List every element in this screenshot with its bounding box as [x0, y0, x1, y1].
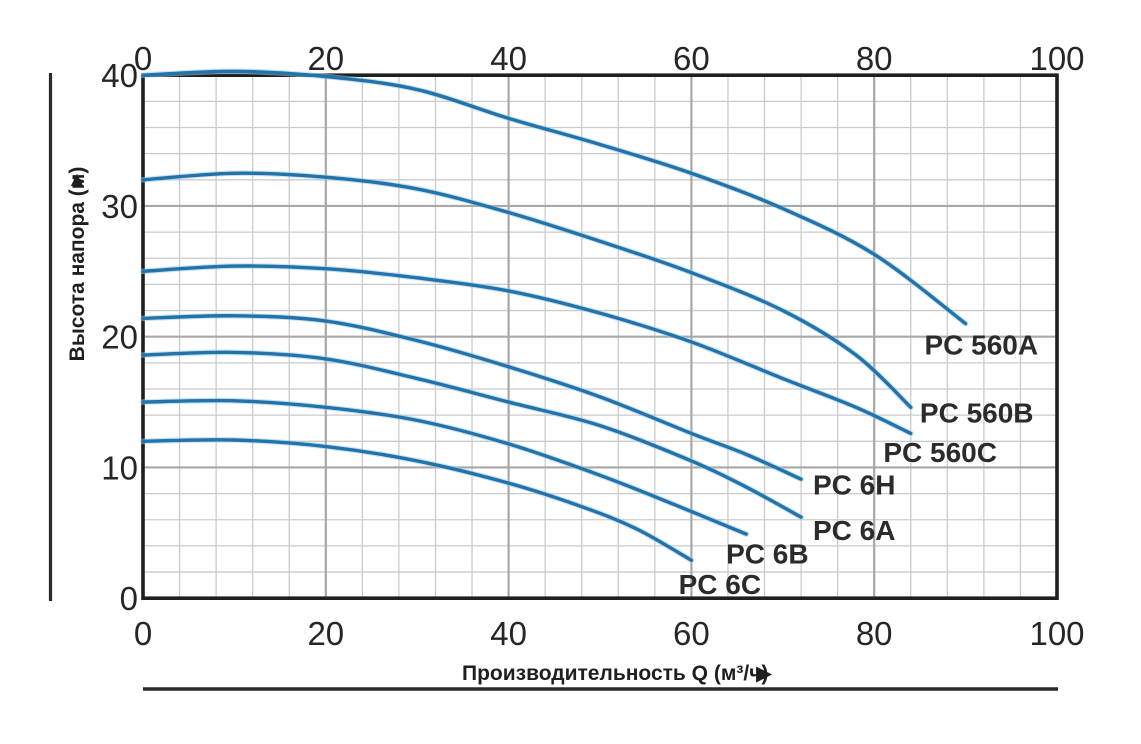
- curve-pc-560c: [141, 264, 913, 436]
- curve-pc-6h: [141, 314, 803, 481]
- curve-pc-560a: [141, 69, 968, 326]
- curve-pc-6c: [141, 438, 694, 562]
- curve-label-pc-560a: PC 560A: [924, 330, 1038, 361]
- y-tick-10: 10: [101, 449, 138, 486]
- curve-pc-560b: [141, 171, 913, 410]
- curve-label-pc-6h: PC 6H: [813, 469, 895, 500]
- x-tick-bottom-80: 80: [856, 615, 893, 652]
- plot-border: [141, 73, 1059, 600]
- y-tick-0: 0: [120, 580, 138, 617]
- y-axis-arrow-icon: ▲: [67, 168, 88, 191]
- y-tick-20: 20: [101, 319, 138, 356]
- curve-label-pc-6b: PC 6B: [726, 539, 808, 570]
- x-tick-top-100: 100: [1029, 40, 1084, 77]
- curve-label-pc-6c: PC 6C: [679, 569, 761, 600]
- curve-label-pc-560b: PC 560B: [920, 398, 1034, 429]
- x-axis-title: Производительность Q (м³/ч): [462, 662, 768, 685]
- y-axis-title: Высота напора (м): [66, 167, 89, 362]
- x-tick-top-0: 0: [134, 40, 152, 77]
- pump-curves-group: [140, 68, 969, 564]
- curve-pc-6b: [141, 398, 748, 536]
- y-axis-tick-labels: 0 10 20 30 40: [101, 57, 138, 617]
- x-tick-top-20: 20: [307, 40, 344, 77]
- x-tick-bottom-100: 100: [1029, 615, 1084, 652]
- curve-label-pc-560c: PC 560C: [883, 437, 997, 468]
- x-tick-bottom-0: 0: [134, 615, 152, 652]
- x-tick-bottom-40: 40: [490, 615, 527, 652]
- x-axis-arrow-icon: ▶: [756, 662, 773, 685]
- x-axis-top-tick-labels: 0 20 40 60 80 100: [134, 40, 1085, 77]
- x-tick-top-40: 40: [490, 40, 527, 77]
- x-tick-bottom-20: 20: [307, 615, 344, 652]
- x-tick-top-60: 60: [673, 40, 710, 77]
- x-tick-bottom-60: 60: [673, 615, 710, 652]
- y-tick-30: 30: [101, 188, 138, 225]
- x-tick-top-80: 80: [856, 40, 893, 77]
- curve-pc-6a: [141, 350, 803, 519]
- curve-label-pc-6a: PC 6A: [813, 515, 895, 546]
- y-tick-40: 40: [101, 57, 138, 94]
- curve-halo-pc-560a: [140, 68, 969, 327]
- curve-halo-pc-6c: [140, 436, 695, 564]
- x-axis-bottom-tick-labels: 0 20 40 60 80 100: [134, 615, 1085, 652]
